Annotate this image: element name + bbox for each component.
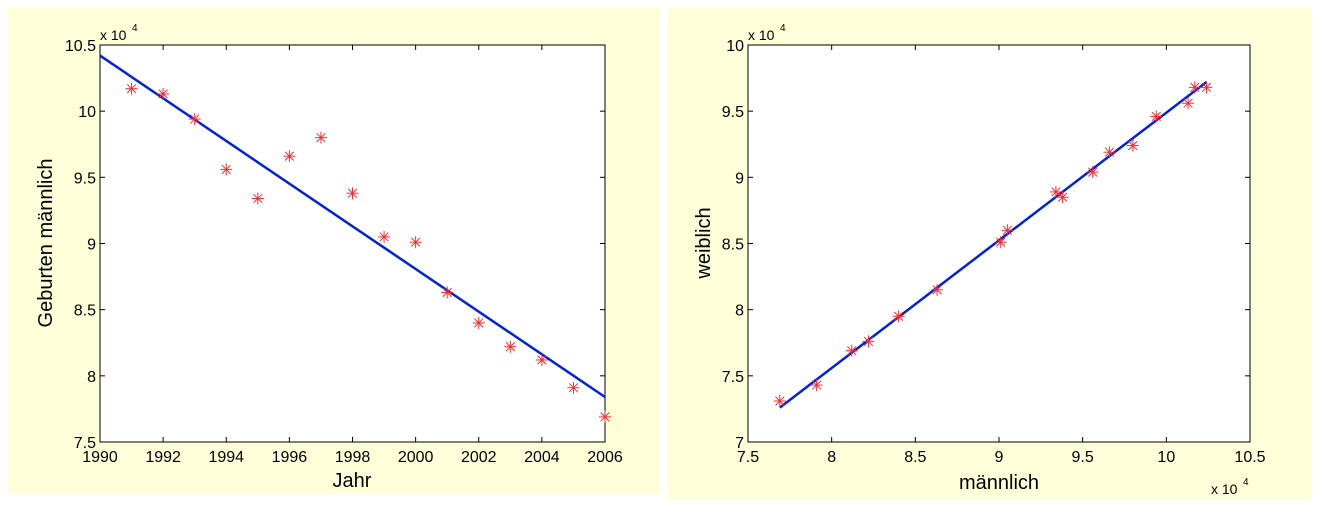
data-point — [535, 353, 548, 366]
y-tick-label: 10 — [726, 38, 744, 55]
y-tick-label: 9.5 — [74, 170, 96, 187]
x-tick-label: 1992 — [145, 449, 181, 466]
x-tick-label: 2004 — [524, 449, 560, 466]
data-point — [1150, 110, 1163, 123]
y-tick-label: 8 — [735, 303, 744, 320]
data-point — [994, 236, 1007, 249]
data-point — [1001, 224, 1014, 237]
x-tick-label: 10 — [1157, 449, 1175, 466]
y-multiplier-base: x 10 — [748, 27, 775, 43]
data-point — [845, 344, 858, 357]
data-point — [1126, 139, 1139, 152]
data-point — [157, 87, 170, 100]
data-point — [1200, 81, 1213, 94]
y-tick-label: 10 — [78, 104, 96, 121]
data-point — [1086, 166, 1099, 179]
x-multiplier-base: x 10 — [1211, 481, 1238, 497]
data-point — [931, 283, 944, 296]
data-point — [810, 379, 823, 392]
data-point — [1188, 81, 1201, 94]
plot-area — [99, 44, 606, 443]
data-point — [346, 187, 359, 200]
y-axis-label: Geburten männlich — [35, 159, 57, 328]
data-point — [188, 113, 201, 126]
x-multiplier: x 10 4 — [1211, 477, 1249, 497]
data-point — [283, 150, 296, 163]
data-point — [862, 335, 875, 348]
x-tick-label: 2006 — [587, 449, 623, 466]
y-tick-label: 8.5 — [722, 237, 744, 254]
chart-weiblich-vs-maennlich: 7.5 8 8.5 9 9.5 10 10.5 77.588.599.510 männlic… — [693, 23, 1266, 497]
x-tick-label: 1996 — [272, 449, 308, 466]
x-ticks: 1990 1992 1994 1996 1998 2000 2002 2004 2006 — [82, 45, 623, 466]
y-ticks: 7.5 8 8.5 9 9.5 10 10.5 — [65, 38, 605, 452]
y-multiplier: x 10 4 — [748, 23, 786, 43]
y-tick-label: 7 — [735, 435, 744, 452]
y-tick-label: 10.5 — [65, 38, 96, 55]
y-tick-label: 9 — [735, 170, 744, 187]
data-point — [1049, 185, 1062, 198]
data-point — [567, 381, 580, 394]
y-ticks: 7 7.5 8 8.5 9 9.5 10 — [722, 38, 1250, 452]
y-axis-label: weiblich — [693, 207, 715, 279]
regression-line — [99, 54, 606, 399]
data-point — [1056, 191, 1069, 204]
y-tick-label: 8.5 — [74, 303, 96, 320]
data-point — [504, 340, 517, 353]
data-point — [378, 230, 391, 243]
x-tick-label: 2002 — [461, 449, 497, 466]
x-tick-label: 7.5 — [737, 449, 759, 466]
regression-line — [779, 81, 1208, 409]
x-ticks: 7.5 8 8.5 9 9.5 10 10.5 — [737, 45, 1266, 466]
y-tick-label: 9.5 — [722, 104, 744, 121]
x-tick-label: 9.5 — [1072, 449, 1094, 466]
data-point — [314, 131, 327, 144]
x-multiplier-exponent: 4 — [1243, 477, 1249, 488]
chart-geburten-vs-jahr: 1990 1992 1994 1996 1998 2000 2002 2004 2006 7.5… — [35, 23, 623, 492]
fit-line — [99, 54, 606, 399]
data-point — [1182, 97, 1195, 110]
y-multiplier-base: x 10 — [100, 27, 127, 43]
data-point — [599, 410, 611, 423]
x-tick-label: 2000 — [398, 449, 434, 466]
x-tick-label: 8 — [827, 449, 836, 466]
data-point — [220, 163, 233, 176]
x-tick-label: 8.5 — [904, 449, 926, 466]
x-axis-label: männlich — [959, 472, 1039, 494]
x-tick-label: 1998 — [335, 449, 371, 466]
y-multiplier-exponent: 4 — [780, 23, 786, 34]
data-point — [441, 286, 454, 299]
data-point — [1103, 146, 1116, 159]
data-point — [892, 310, 905, 323]
x-tick-label: 10.5 — [1234, 449, 1265, 466]
y-tick-label: 7.5 — [722, 369, 744, 386]
x-tick-label: 9 — [995, 449, 1004, 466]
data-point — [125, 82, 138, 95]
fit-line — [779, 81, 1208, 409]
data-point — [251, 192, 264, 205]
data-point — [472, 316, 485, 329]
x-tick-label: 1990 — [82, 449, 118, 466]
data-point — [773, 394, 786, 407]
y-tick-label: 8 — [87, 369, 96, 386]
data-points — [125, 82, 611, 423]
x-tick-label: 1994 — [208, 449, 244, 466]
y-multiplier: x 10 4 — [100, 23, 138, 43]
y-tick-label: 9 — [87, 237, 96, 254]
data-points — [773, 81, 1213, 407]
y-multiplier-exponent: 4 — [132, 23, 138, 34]
x-axis-label: Jahr — [333, 470, 372, 492]
y-tick-label: 7.5 — [74, 435, 96, 452]
data-point — [409, 236, 422, 249]
